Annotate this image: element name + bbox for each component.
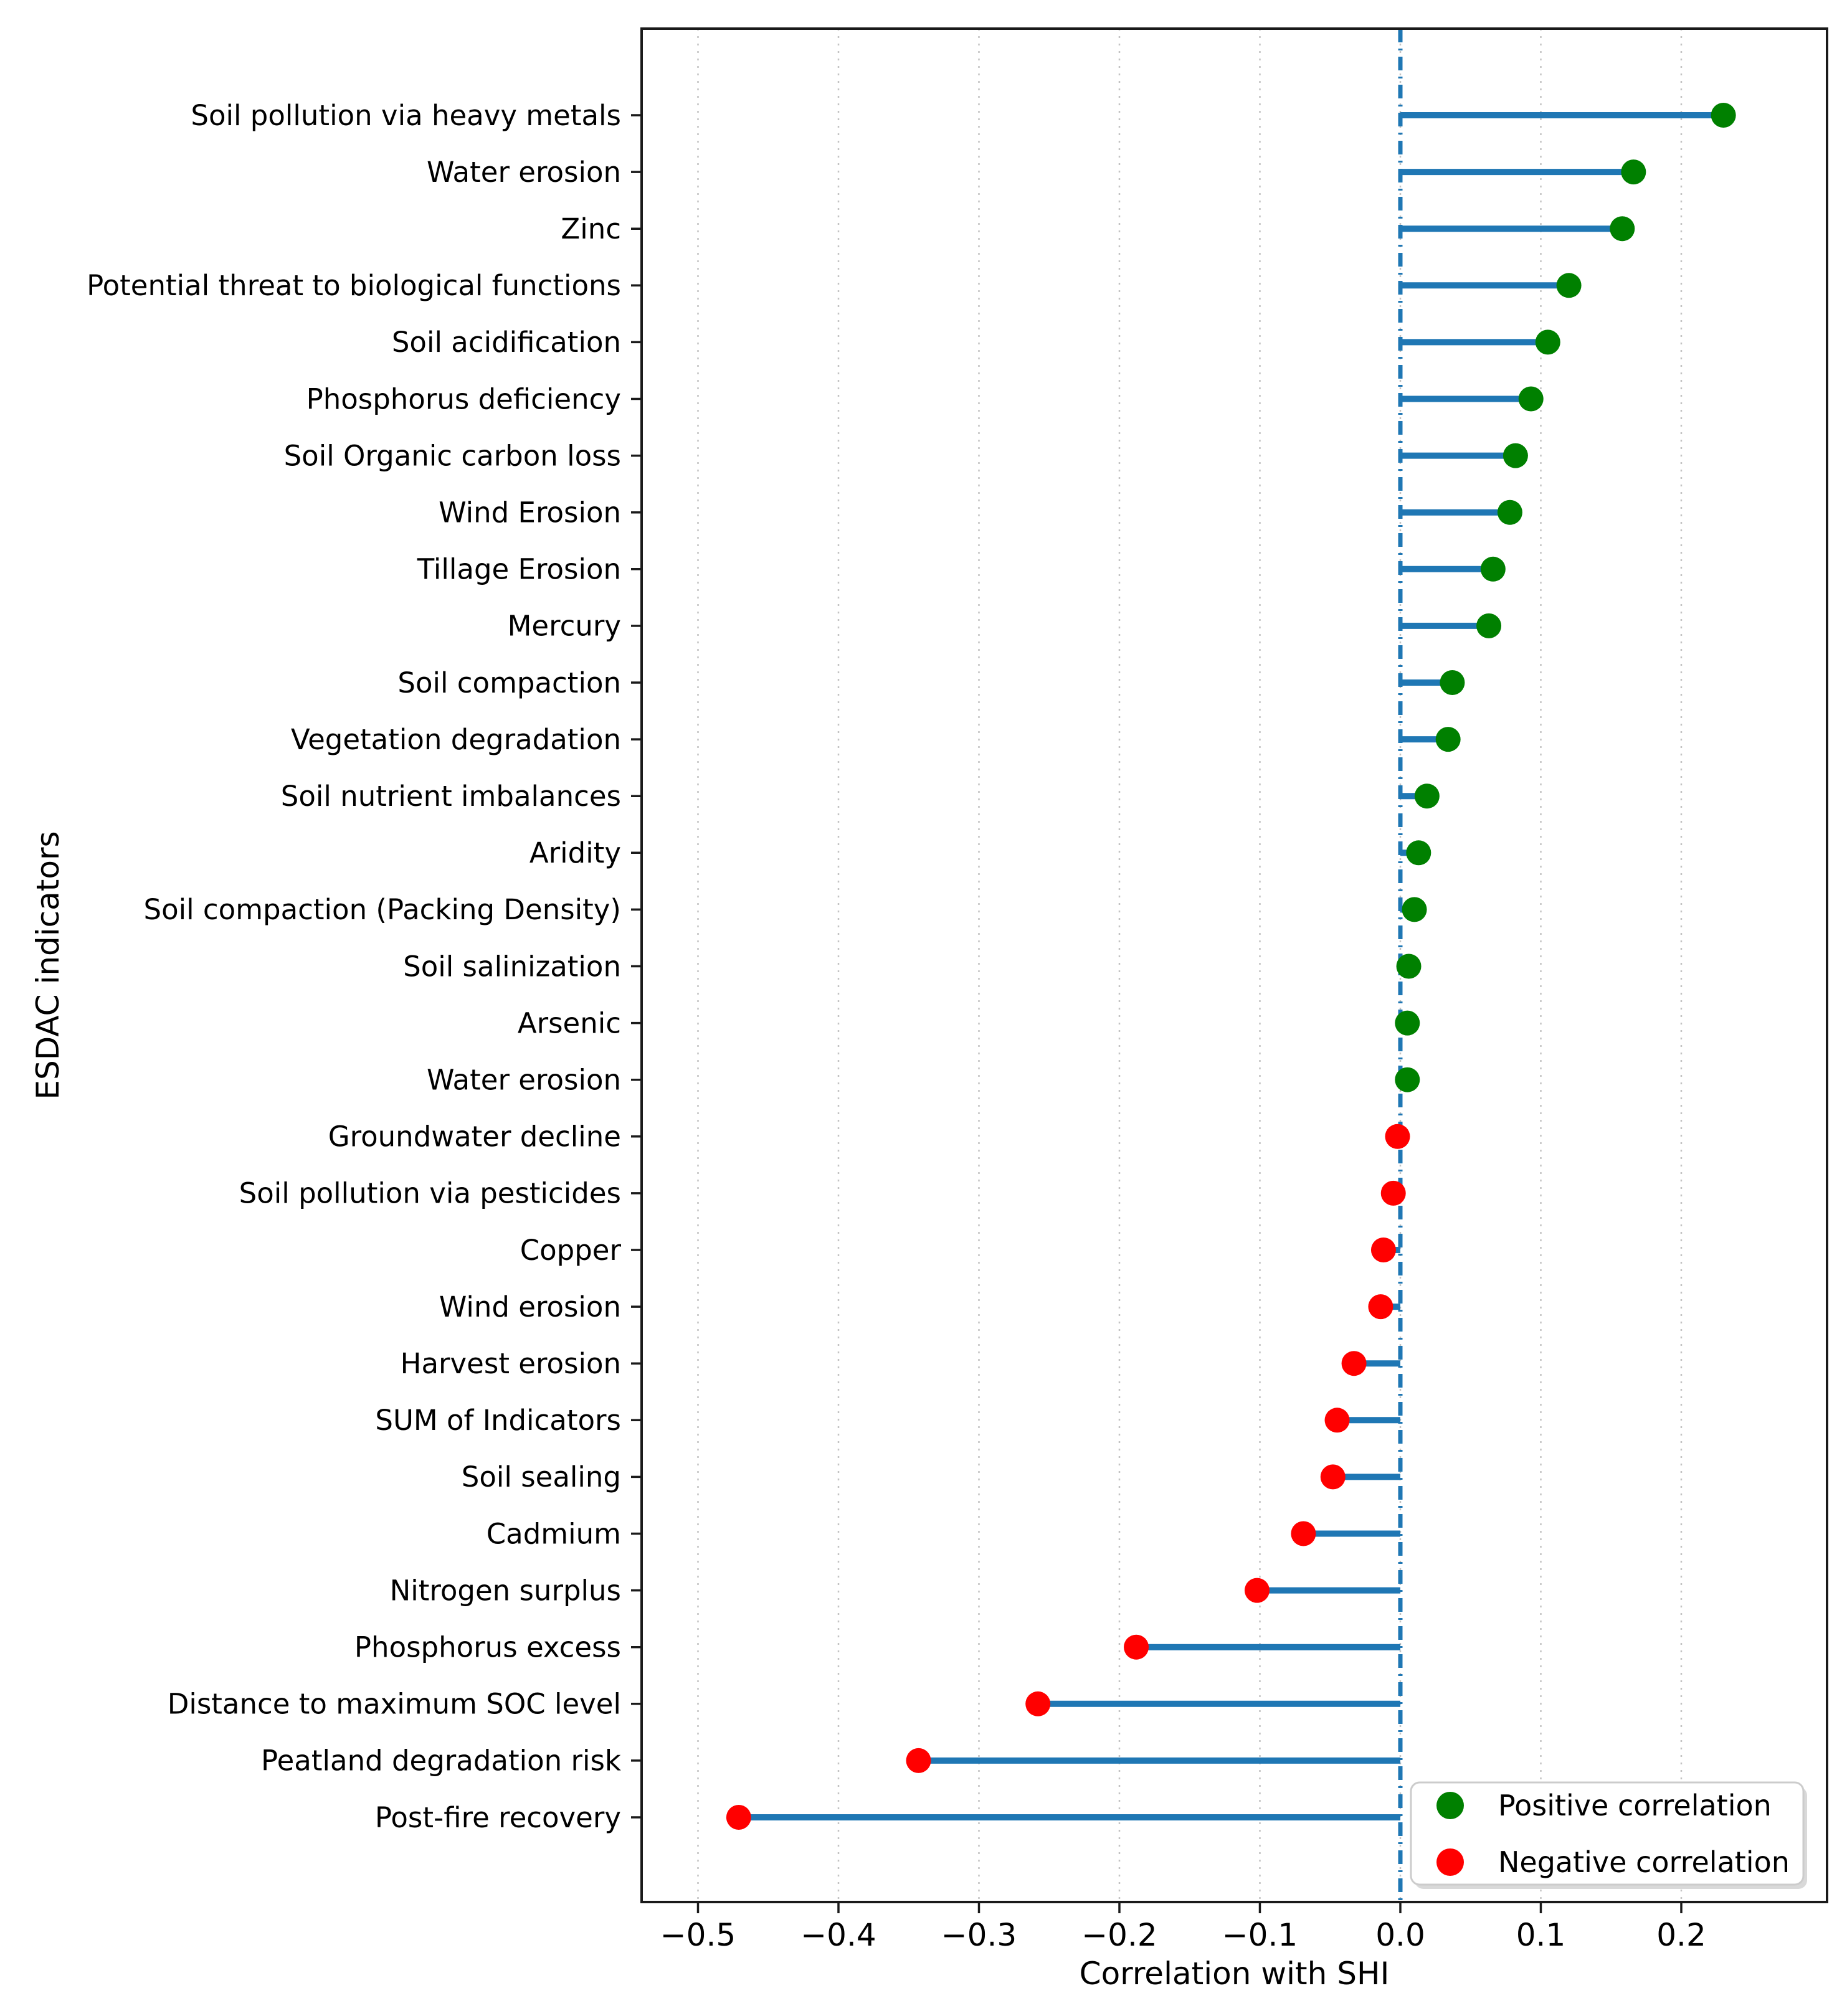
data-point-dot [1556, 273, 1582, 298]
category-label: Soil sealing [462, 1460, 621, 1493]
category-label: Harvest erosion [401, 1347, 621, 1380]
data-point-dot [1476, 613, 1502, 638]
category-label: Potential threat to biological functions [87, 269, 621, 302]
data-point-dot [1518, 386, 1544, 412]
category-label: Phosphorus excess [354, 1630, 621, 1663]
x-tick-label: 0.1 [1516, 1917, 1566, 1953]
plot-border [640, 27, 1828, 1903]
x-tick-label: −0.2 [1081, 1917, 1157, 1953]
data-point-dot [1402, 897, 1427, 922]
data-point-dot [1320, 1464, 1346, 1490]
data-point-dot [1291, 1521, 1316, 1546]
x-tick-label: 0.0 [1375, 1917, 1425, 1953]
legend-box [1410, 1781, 1805, 1886]
category-label: Wind erosion [439, 1290, 621, 1323]
data-point-dot [1414, 783, 1440, 809]
data-point-dot [1621, 159, 1646, 185]
data-point-dot [1503, 443, 1528, 468]
category-label: Post-fire recovery [375, 1801, 621, 1834]
category-label: Vegetation degradation [291, 723, 621, 756]
category-label: Water erosion [427, 1063, 621, 1096]
data-point-dot [726, 1805, 751, 1830]
category-label: Distance to maximum SOC level [168, 1688, 621, 1721]
category-label: Nitrogen surplus [390, 1574, 621, 1607]
legend-swatch [1436, 1792, 1464, 1819]
data-point-dot [1440, 670, 1465, 695]
x-tick-label: 0.2 [1656, 1917, 1706, 1953]
category-label: Soil pollution via pesticides [239, 1177, 621, 1210]
legend-label: Positive correlation [1498, 1789, 1772, 1822]
category-label: SUM of Indicators [375, 1404, 621, 1437]
data-point-dot [1124, 1634, 1149, 1660]
category-label: Peatland degradation risk [261, 1744, 621, 1777]
x-tick-label: −0.4 [800, 1917, 876, 1953]
x-tick-label: −0.3 [941, 1917, 1017, 1953]
category-label: Soil nutrient imbalances [281, 780, 621, 813]
data-point-dot [1535, 329, 1560, 355]
category-label: Copper [520, 1234, 622, 1267]
data-point-dot [1395, 1010, 1420, 1036]
x-tick-label: −0.5 [660, 1917, 736, 1953]
category-label: Cadmium [487, 1517, 621, 1550]
data-point-dot [1406, 840, 1431, 866]
category-label: Tillage Erosion [417, 553, 621, 586]
category-label: Groundwater decline [328, 1120, 621, 1153]
x-tick-label: −0.1 [1222, 1917, 1298, 1953]
category-label: Soil pollution via heavy metals [191, 99, 621, 132]
category-label: Aridity [529, 836, 621, 869]
x-axis-title: Correlation with SHI [1079, 1956, 1390, 1992]
category-label: Soil acidification [392, 326, 621, 359]
data-point-dot [1324, 1408, 1350, 1433]
legend: Positive correlation Negative correlation [1410, 1781, 1807, 1889]
data-point-dot [906, 1748, 931, 1773]
data-point-dot [1480, 556, 1506, 582]
legend-swatch [1436, 1848, 1464, 1876]
data-point-dot [1025, 1691, 1051, 1716]
data-point-dot [1610, 216, 1635, 242]
data-point-dot [1435, 727, 1461, 752]
data-point-dot [1385, 1124, 1410, 1149]
data-point-dot [1368, 1294, 1393, 1320]
category-label: Wind Erosion [439, 496, 621, 529]
category-label: Phosphorus deficiency [306, 382, 621, 415]
data-point-dot [1370, 1238, 1396, 1262]
data-point-dot [1380, 1180, 1406, 1206]
y-axis-title: ESDAC indicators [30, 831, 66, 1100]
data-point-dot [1711, 103, 1736, 128]
category-label: Soil compaction [397, 666, 621, 699]
category-label: Water erosion [427, 156, 621, 189]
data-point-dot [1396, 954, 1422, 979]
data-point-dot [1341, 1351, 1367, 1376]
category-label: Arsenic [518, 1006, 621, 1039]
legend-label: Negative correlation [1498, 1845, 1790, 1879]
category-label: Soil Organic carbon loss [284, 439, 621, 472]
category-label: Mercury [508, 610, 621, 643]
category-label: Soil compaction (Packing Density) [144, 893, 621, 926]
data-point-dot [1497, 499, 1522, 525]
data-point-dot [1395, 1067, 1420, 1092]
category-label: Zinc [561, 212, 621, 245]
category-label: Soil salinization [403, 950, 621, 983]
data-point-dot [1244, 1578, 1270, 1603]
